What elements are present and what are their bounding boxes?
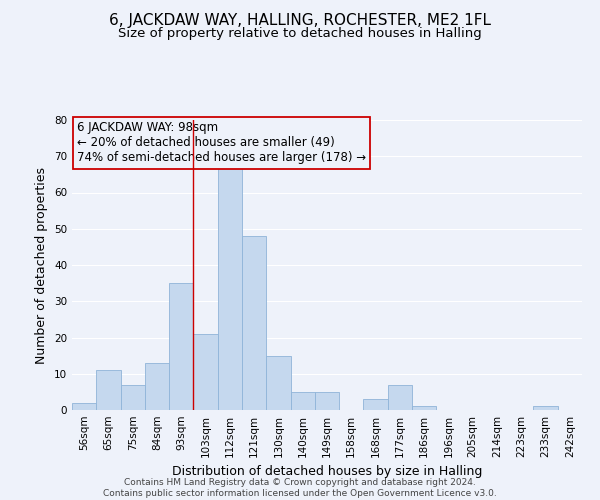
Bar — [242, 236, 266, 410]
Bar — [145, 363, 169, 410]
Bar — [290, 392, 315, 410]
Text: Contains HM Land Registry data © Crown copyright and database right 2024.
Contai: Contains HM Land Registry data © Crown c… — [103, 478, 497, 498]
Y-axis label: Number of detached properties: Number of detached properties — [35, 166, 49, 364]
Text: 6 JACKDAW WAY: 98sqm
← 20% of detached houses are smaller (49)
74% of semi-detac: 6 JACKDAW WAY: 98sqm ← 20% of detached h… — [77, 122, 366, 164]
Text: Size of property relative to detached houses in Halling: Size of property relative to detached ho… — [118, 28, 482, 40]
Bar — [315, 392, 339, 410]
Bar — [412, 406, 436, 410]
Bar — [72, 403, 96, 410]
Bar — [364, 399, 388, 410]
Bar — [169, 283, 193, 410]
Bar — [533, 406, 558, 410]
Bar — [121, 384, 145, 410]
Bar — [266, 356, 290, 410]
X-axis label: Distribution of detached houses by size in Halling: Distribution of detached houses by size … — [172, 466, 482, 478]
Bar — [96, 370, 121, 410]
Bar — [193, 334, 218, 410]
Text: 6, JACKDAW WAY, HALLING, ROCHESTER, ME2 1FL: 6, JACKDAW WAY, HALLING, ROCHESTER, ME2 … — [109, 12, 491, 28]
Bar — [218, 167, 242, 410]
Bar — [388, 384, 412, 410]
